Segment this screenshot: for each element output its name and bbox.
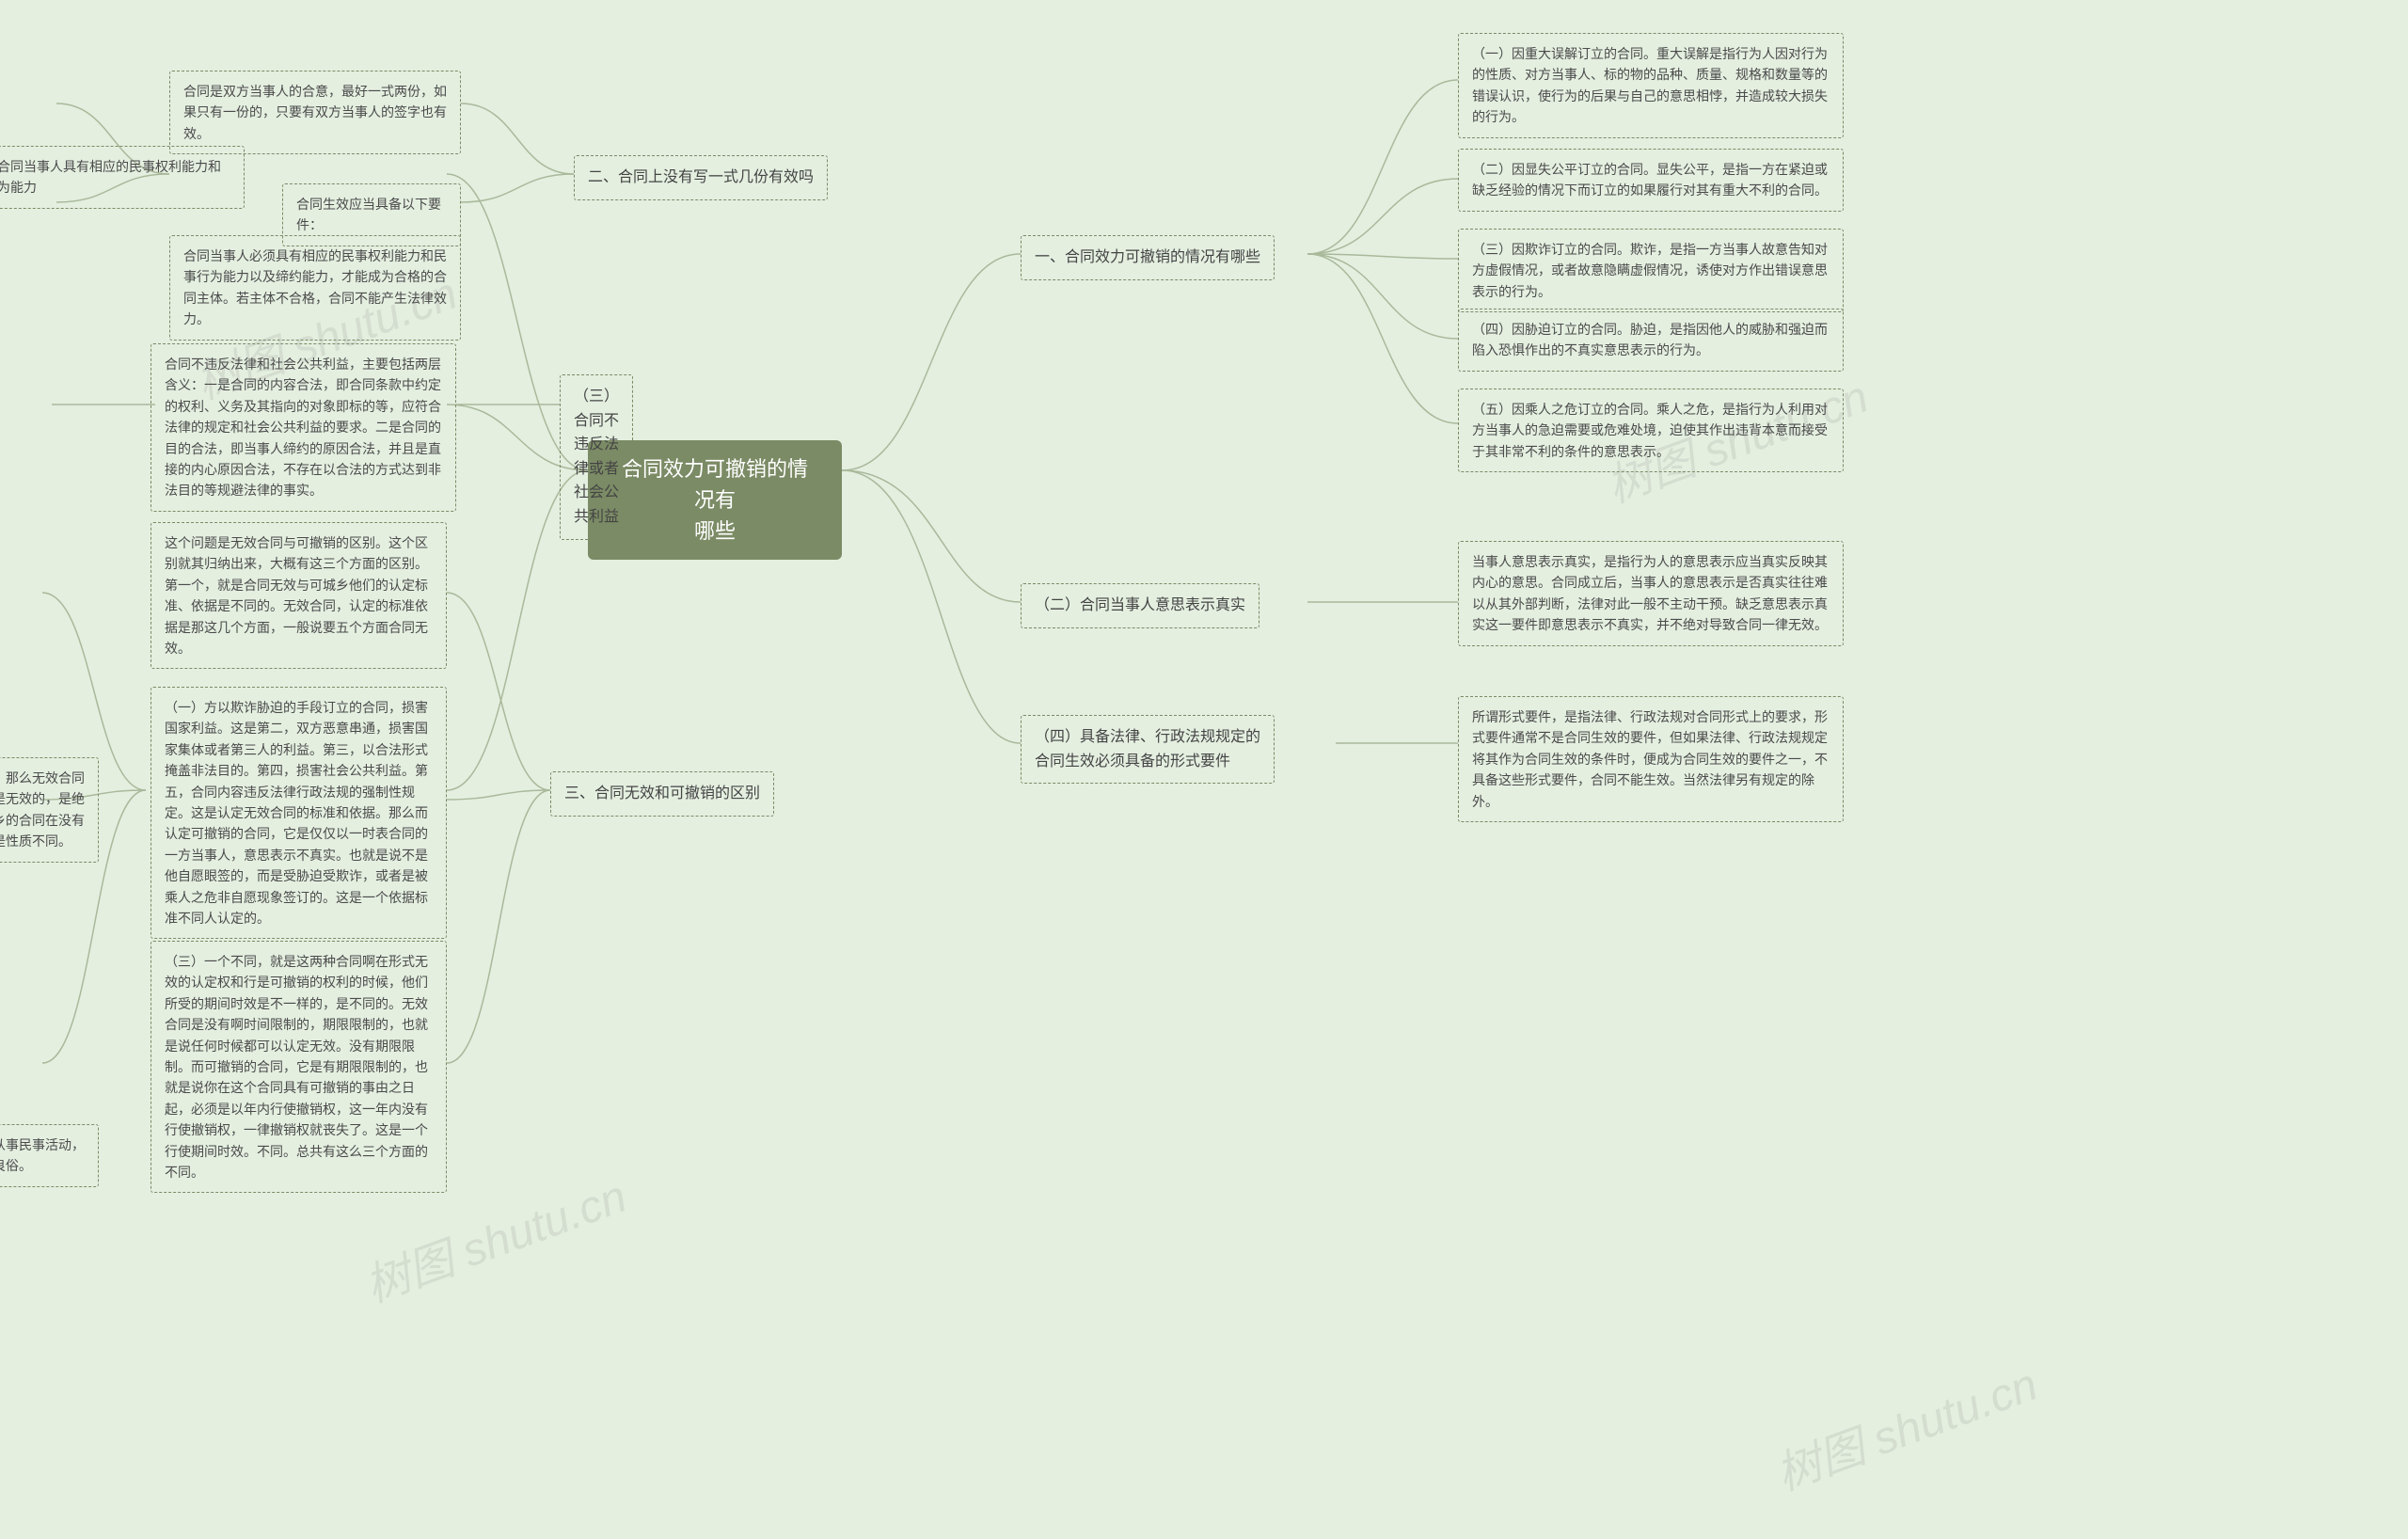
watermark: 树图 shutu.cn xyxy=(1766,1347,2045,1502)
right-b1-child-5: （五）因乘人之危订立的合同。乘人之危，是指行为人利用对方当事人的急迫需要或危难处… xyxy=(1458,389,1844,472)
right-b1-child-3: （三）因欺诈订立的合同。欺诈，是指一方当事人故意告知对方虚假情况，或者故意隐瞒虚… xyxy=(1458,229,1844,312)
left-b1-child-2-sub-2: 合同当事人必须具有相应的民事权利能力和民事行为能力以及缔约能力，才能成为合格的合… xyxy=(169,235,461,341)
right-b1-child-2: （二）因显失公平订立的合同。显失公平，是指一方在紧迫或缺乏经验的情况下而订立的如… xyxy=(1458,149,1844,212)
right-branch-3: （四）具备法律、行政法规规定的合同生效必须具备的形式要件 xyxy=(1021,715,1275,784)
left-b1-child-2-sub-1: （一）合同当事人具有相应的民事权利能力和民事行为能力 xyxy=(0,146,245,209)
left-branch-1: 二、合同上没有写一式几份有效吗 xyxy=(574,155,828,200)
left-branch-2: （三）合同不违反法律或者社会公共利益 xyxy=(560,374,633,540)
left-branch-3: 三、合同无效和可撤销的区别 xyxy=(550,771,774,817)
right-b1-child-4: （四）因胁迫订立的合同。胁迫，是指因他人的威胁和强迫而陷入恐惧作出的不真实意思表… xyxy=(1458,309,1844,372)
left-b3-child-3-sub: 《民法典》第八条，民事主体从事民事活动，不得违反法律，不得违背公序良俗。 xyxy=(0,1124,99,1187)
left-b3-child-1: 这个问题是无效合同与可撤销的区别。这个区别就其归纳出来，大概有这三个方面的区别。… xyxy=(150,522,447,669)
left-b3-child-2: （一）方以欺诈胁迫的手段订立的合同，损害国家利益。这是第二，双方恶意串通，损害国… xyxy=(150,687,447,939)
left-b1-child-1: 合同是双方当事人的合意，最好一式两份，如果只有一份的，只要有双方当事人的签字也有… xyxy=(169,71,461,154)
right-b2-child-1: 当事人意思表示真实，是指行为人的意思表示应当真实反映其内心的意思。合同成立后，当… xyxy=(1458,541,1844,646)
left-b3-child-2-sub: 第二个方面，它们的性质不同。那么无效合同的性质它是从签订之日起它就是无效的，是绝… xyxy=(0,757,99,863)
left-b2-child-1: 合同不违反法律和社会公共利益，主要包括两层含义：一是合同的内容合法，即合同条款中… xyxy=(150,343,456,512)
right-b3-child-1: 所谓形式要件，是指法律、行政法规对合同形式上的要求，形式要件通常不是合同生效的要… xyxy=(1458,696,1844,822)
right-branch-1: 一、合同效力可撤销的情况有哪些 xyxy=(1021,235,1275,280)
right-branch-2: （二）合同当事人意思表示真实 xyxy=(1021,583,1259,628)
connector-lines-left xyxy=(404,0,2408,1539)
left-b3-child-3: （三）一个不同，就是这两种合同啊在形式无效的认定权和行是可撤销的权利的时候，他们… xyxy=(150,941,447,1193)
right-b1-child-1: （一）因重大误解订立的合同。重大误解是指行为人因对行为的性质、对方当事人、标的物… xyxy=(1458,33,1844,138)
